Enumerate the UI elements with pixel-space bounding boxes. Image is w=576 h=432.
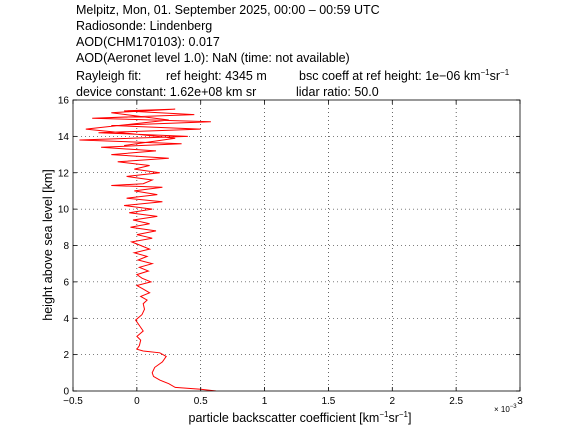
header-line-aeronet: AOD(Aeronet level 1.0): NaN (time: not a… — [76, 51, 350, 65]
header-rayleigh-label: Rayleigh fit: — [76, 69, 141, 83]
header-lidar-ratio: lidar ratio: 50.0 — [296, 85, 379, 99]
x-axis-multiplier: × 10−3 — [494, 404, 517, 414]
x-axis-multiplier-base: × 10 — [494, 405, 510, 414]
backscatter-profile-line — [79, 108, 217, 391]
x-tick-label: 2.5 — [449, 396, 463, 407]
x-axis-multiplier-exp: −3 — [510, 404, 518, 410]
x-axis-label-main: particle backscatter coefficient [km — [189, 411, 380, 425]
header-line-radiosonde: Radiosonde: Lindenberg — [76, 19, 212, 33]
y-tick-label: 4 — [63, 314, 69, 325]
x-axis-label: particle backscatter coefficient [km−1sr… — [189, 410, 412, 425]
header-line-title: Melpitz, Mon, 01. September 2025, 00:00 … — [76, 3, 380, 17]
y-axis-label: height above sea level [km] — [41, 169, 55, 320]
x-axis-label-close: ] — [408, 411, 411, 425]
header-line-aod: AOD(CHM170103): 0.017 — [76, 35, 220, 49]
x-tick-label: 1.5 — [321, 396, 335, 407]
y-tick-label: 8 — [63, 241, 69, 252]
y-tick-label: 12 — [58, 168, 70, 179]
x-tick-label: −0.5 — [63, 396, 83, 407]
x-axis-label-sr: sr — [388, 411, 398, 425]
x-tick-label: 3 — [517, 396, 523, 407]
header-ref-height: ref height: 4345 m — [166, 69, 267, 83]
header-device-constant: device constant: 1.62e+08 km sr — [76, 85, 256, 99]
y-tick-label: 0 — [63, 387, 69, 398]
header-bsc-coeff: bsc coeff at ref height: 1e−06 km−1sr−1 — [299, 68, 510, 83]
x-tick-label: 2 — [390, 396, 396, 407]
x-tick-label: 0.5 — [194, 396, 208, 407]
y-tick-label: 14 — [58, 132, 70, 143]
y-axis-ticks: 0 2 4 6 8 10 12 14 16 — [58, 96, 520, 398]
y-tick-label: 6 — [63, 277, 69, 288]
x-tick-label: 0 — [134, 396, 140, 407]
header-bsc-coeff-exp2: −1 — [500, 68, 510, 77]
x-axis-label-exp1: −1 — [379, 410, 389, 419]
grid — [73, 100, 520, 391]
header-bsc-coeff-sr: sr — [490, 69, 500, 83]
y-tick-label: 10 — [58, 205, 70, 216]
header-bsc-coeff-exp1: −1 — [480, 68, 490, 77]
header-bsc-coeff-main: bsc coeff at ref height: 1e−06 km — [299, 69, 480, 83]
x-axis-ticks: −0.5 0 0.5 1 1.5 2 2.5 3 — [63, 100, 523, 407]
y-tick-label: 2 — [63, 350, 69, 361]
x-tick-label: 1 — [262, 396, 268, 407]
x-axis-label-exp2: −1 — [399, 410, 409, 419]
y-tick-label: 16 — [58, 96, 70, 107]
